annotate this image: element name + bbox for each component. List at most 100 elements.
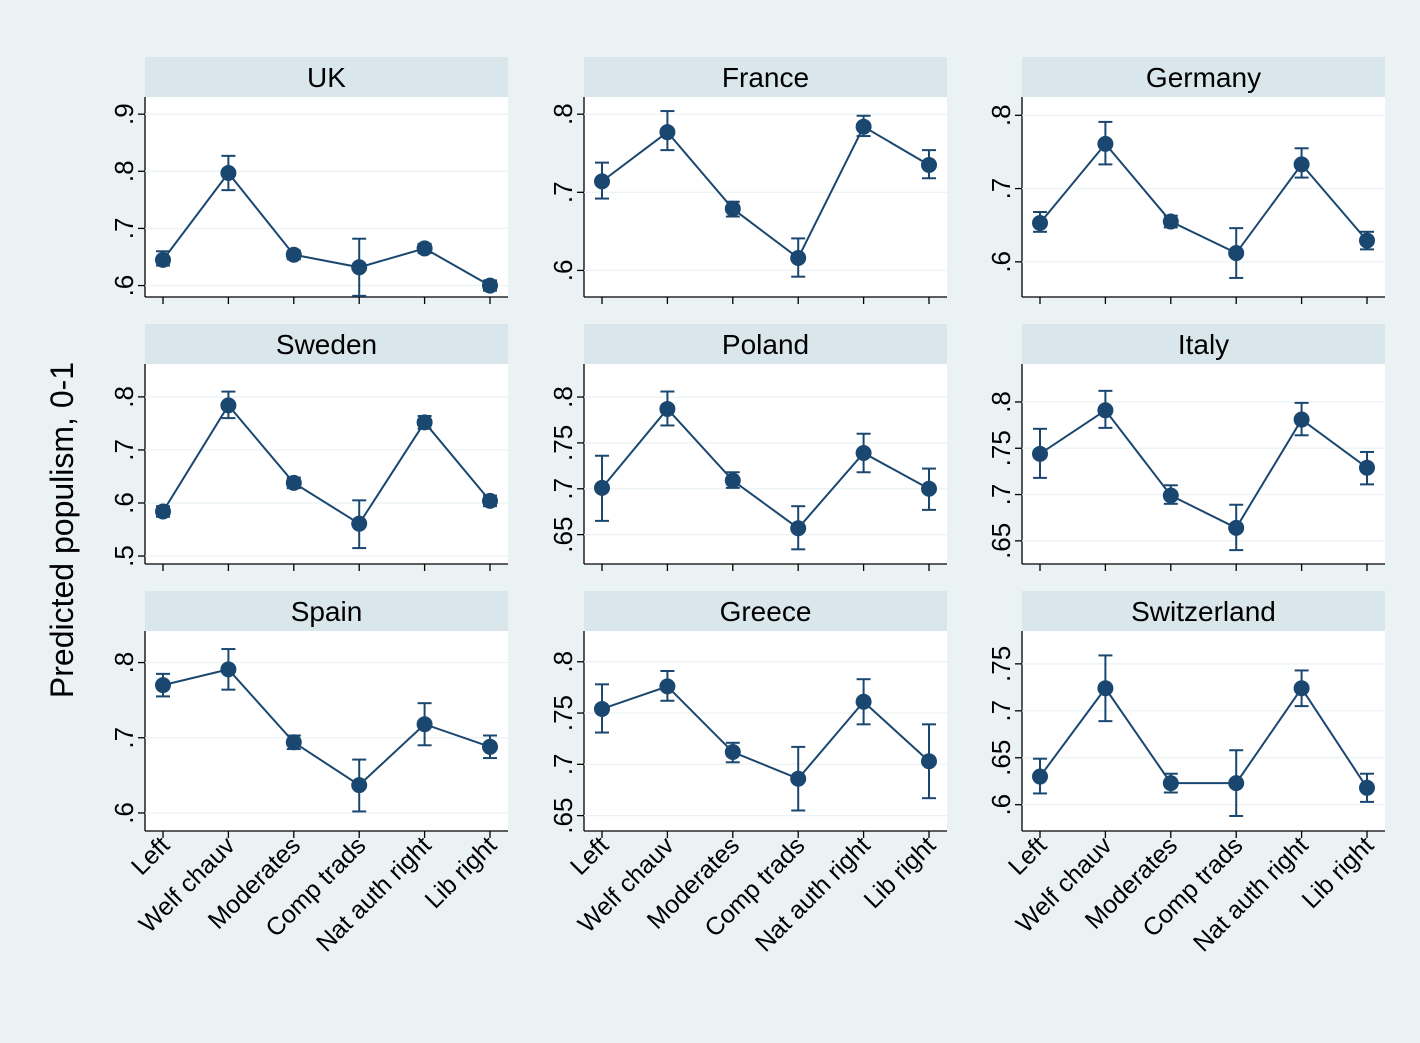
data-point	[1032, 768, 1048, 785]
series-line	[601, 685, 930, 780]
y-tick-label: .65	[986, 740, 1016, 776]
plot-area	[584, 364, 947, 564]
data-point	[659, 124, 676, 141]
plot-area	[584, 97, 947, 297]
data-point	[855, 693, 872, 710]
y-tick-label: .7	[548, 181, 578, 203]
data-point	[790, 770, 807, 787]
y-tick-label: .75	[986, 430, 1016, 466]
y-tick-label: .6	[109, 275, 139, 297]
data-point	[1228, 519, 1245, 536]
data-point	[1162, 487, 1179, 504]
panel-title: Switzerland	[1131, 596, 1276, 627]
data-point	[220, 661, 237, 678]
data-point	[155, 677, 171, 694]
y-tick-label: .6	[548, 260, 578, 282]
panel-italy: Italy .65 .7 .75 .8	[986, 324, 1385, 571]
y-tick-label: .8	[986, 104, 1016, 126]
series-line	[1039, 686, 1368, 789]
series-line	[162, 668, 491, 787]
y-tick-label: .6	[986, 251, 1016, 273]
data-point	[351, 259, 368, 276]
data-point	[155, 251, 171, 268]
data-point	[1228, 245, 1245, 262]
data-point	[285, 474, 302, 491]
data-point	[921, 753, 937, 770]
data-point	[1359, 232, 1375, 249]
plot-area	[1022, 97, 1385, 297]
data-point	[659, 400, 676, 417]
data-point	[594, 700, 610, 717]
y-tick-label: .7	[548, 753, 578, 775]
y-tick-label: .7	[986, 178, 1016, 200]
data-point	[416, 414, 433, 431]
y-tick-label: .8	[548, 103, 578, 125]
panel-strip	[145, 324, 508, 364]
data-point	[1293, 156, 1310, 173]
y-tick-label: .8	[109, 386, 139, 408]
data-point	[351, 777, 368, 794]
y-tick-label: .8	[109, 160, 139, 182]
panel-strip	[584, 591, 947, 631]
data-point	[1293, 411, 1310, 428]
series-line	[1039, 142, 1368, 255]
y-tick-label: .65	[986, 523, 1016, 559]
panel-strip	[145, 57, 508, 97]
panel-strip	[584, 324, 947, 364]
data-point	[482, 277, 498, 294]
panel-title: Italy	[1178, 329, 1229, 360]
y-tick-label: .6	[109, 492, 139, 514]
y-axis-label: Predicted populism, 0-1	[44, 362, 80, 698]
panel-sweden: Sweden .5 .6 .7 .8	[109, 324, 508, 571]
plot-area	[145, 631, 508, 831]
data-point	[285, 246, 302, 263]
y-tick-label: .7	[986, 700, 1016, 722]
y-tick-label: .9	[109, 103, 139, 125]
plot-area	[145, 97, 508, 297]
panel-title: Germany	[1146, 62, 1261, 93]
y-tick-label: .8	[986, 391, 1016, 413]
data-point	[220, 397, 237, 414]
data-point	[1162, 775, 1179, 792]
panel-france: France .6 .7 .8	[548, 57, 947, 304]
y-tick-label: .7	[109, 439, 139, 461]
panel-title: UK	[307, 62, 346, 93]
y-tick-label: .75	[548, 695, 578, 731]
panel-poland: Poland .65 .7 .75 .8	[548, 324, 947, 571]
panel-title: Sweden	[276, 329, 377, 360]
data-point	[855, 118, 872, 135]
y-tick-label: .7	[548, 478, 578, 500]
y-tick-label: .75	[986, 646, 1016, 682]
panel-strip	[1022, 324, 1385, 364]
plot-area	[145, 364, 508, 564]
data-point	[1228, 775, 1245, 792]
y-tick-label: .8	[548, 386, 578, 408]
data-point	[482, 738, 498, 755]
panel-strip	[1022, 57, 1385, 97]
y-tick-label: .7	[109, 727, 139, 749]
data-point	[724, 200, 741, 217]
data-point	[594, 173, 610, 190]
panel-title: France	[722, 62, 809, 93]
panel-strip	[584, 57, 947, 97]
panel-uk: UK .6 .7 .8 .9	[109, 57, 508, 304]
data-point	[285, 734, 302, 751]
y-tick-label: .6	[109, 802, 139, 824]
y-tick-label: .5	[109, 545, 139, 567]
y-tick-label: .8	[548, 651, 578, 673]
panel-title: Greece	[720, 596, 812, 627]
data-point	[855, 444, 872, 461]
data-point	[351, 515, 368, 532]
data-point	[1097, 135, 1114, 152]
data-point	[1359, 459, 1375, 476]
panel-strip	[1022, 591, 1385, 631]
data-point	[921, 480, 937, 497]
series-line	[162, 171, 491, 287]
data-point	[1359, 779, 1375, 796]
data-point	[1097, 680, 1114, 697]
plot-area	[1022, 364, 1385, 564]
y-tick-label: .75	[548, 425, 578, 461]
